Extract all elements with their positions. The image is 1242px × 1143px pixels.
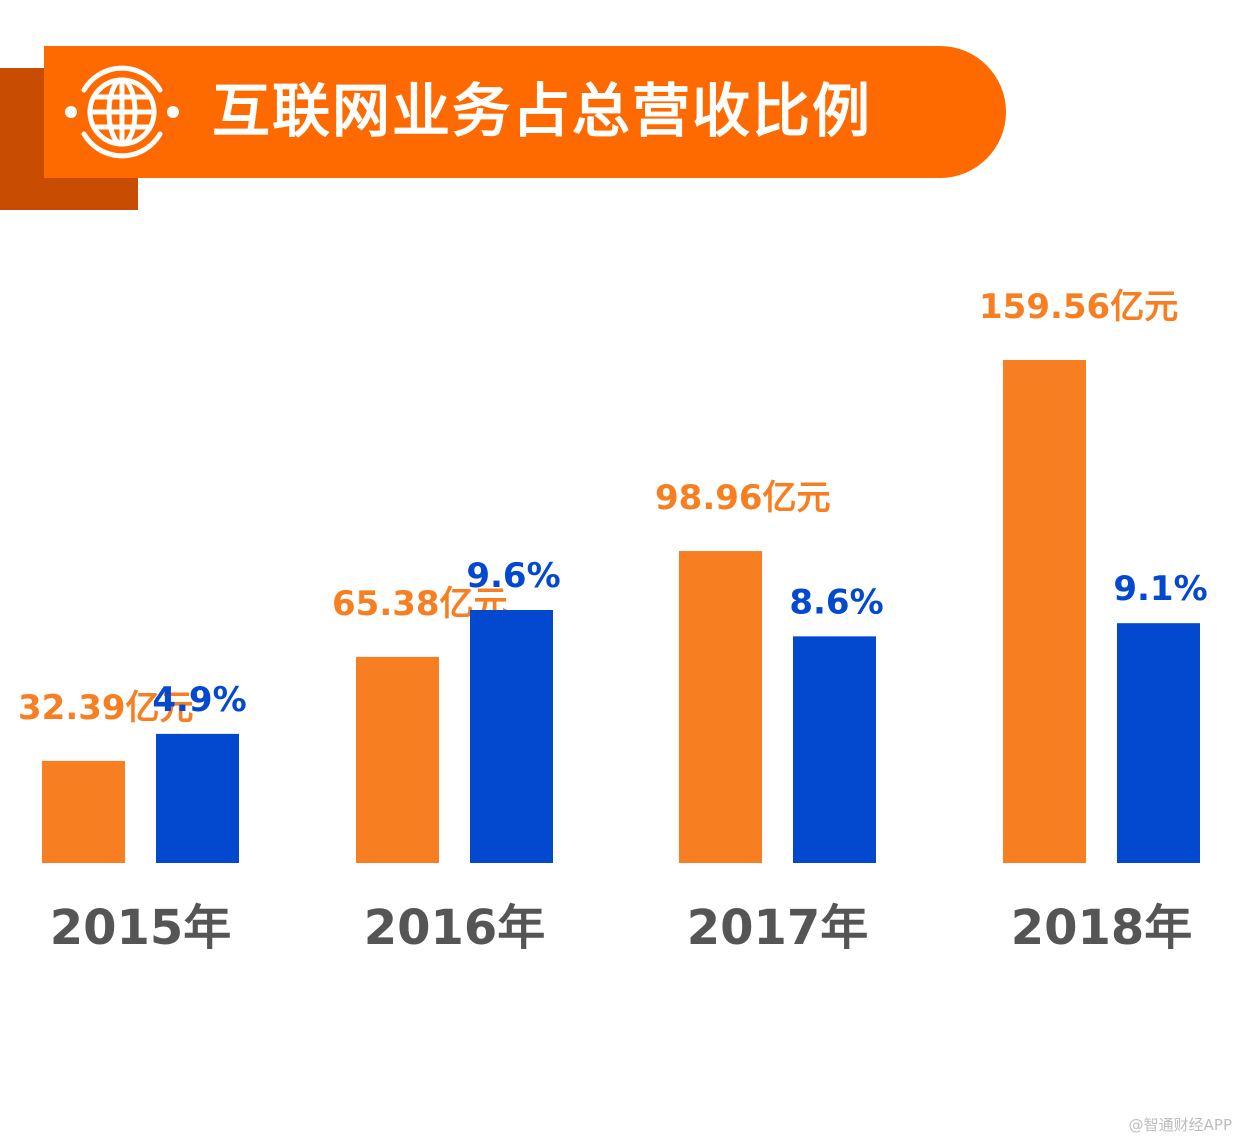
revenue-bar-1 (356, 656, 439, 863)
category-label-1: 2016年 (364, 900, 546, 956)
ratio-label-2: 8.6% (789, 582, 883, 622)
ratio-bar-3 (1117, 623, 1200, 863)
category-label-2: 2017年 (687, 900, 869, 956)
category-label-3: 2018年 (1011, 900, 1193, 956)
revenue-label-2: 98.96亿元 (655, 478, 831, 518)
globe-icon (65, 65, 179, 159)
title-banner (44, 46, 1006, 178)
ratio-label-1: 9.6% (466, 556, 560, 596)
revenue-bar-3 (1003, 360, 1086, 863)
revenue-bar-2 (679, 551, 762, 863)
ratio-bar-1 (470, 610, 553, 863)
revenue-bar-0 (42, 760, 125, 863)
ratio-label-0: 4.9% (152, 680, 246, 720)
ratio-label-3: 9.1% (1113, 569, 1207, 609)
revenue-label-3: 159.56亿元 (979, 287, 1178, 327)
category-label-0: 2015年 (50, 900, 232, 956)
watermark: @智通财经APP (1128, 1116, 1232, 1134)
revenue-label-0: 32.39亿元 (18, 688, 194, 728)
page-title: 互联网业务占总营收比例 (212, 77, 873, 145)
ratio-bar-0 (156, 733, 239, 863)
ratio-bar-2 (793, 636, 876, 863)
